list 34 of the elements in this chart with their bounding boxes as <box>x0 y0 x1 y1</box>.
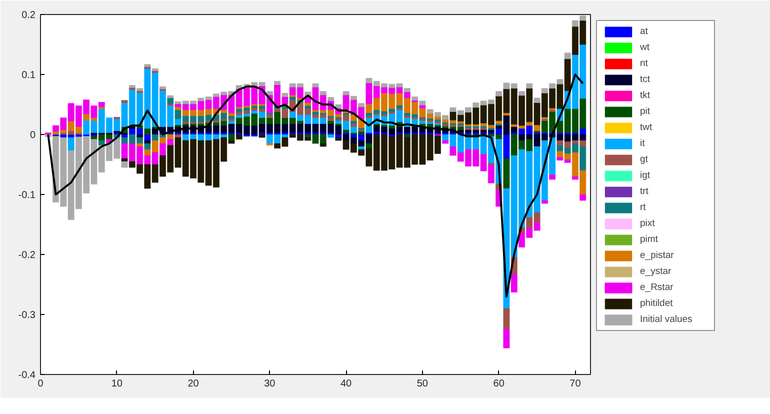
x-tick-label: 50 <box>416 378 428 390</box>
legend-label: pimt <box>640 233 659 246</box>
legend-label: igt <box>640 169 652 182</box>
legend-label: rt <box>640 201 647 214</box>
legend-label: e_ystar <box>640 265 672 278</box>
legend-label: at <box>640 25 649 38</box>
x-tick-label: 60 <box>493 378 505 390</box>
legend-label: tct <box>640 73 652 86</box>
y-tick-label: -0.1 <box>18 190 36 201</box>
y-tick-label: 0 <box>30 130 36 141</box>
legend-label: nt <box>640 57 649 70</box>
legend-label: pit <box>640 105 652 118</box>
legend-label: pixt <box>640 217 656 230</box>
legend-label: phitildet <box>640 297 674 310</box>
legend-label: trt <box>640 185 650 198</box>
x-tick-label: 40 <box>340 378 352 390</box>
x-tick-label: 30 <box>264 378 276 390</box>
legend-label: e_pistar <box>640 249 675 262</box>
legend-label: wt <box>640 41 650 54</box>
legend-label: e_Rstar <box>640 281 674 294</box>
legend-label: gt <box>640 153 649 166</box>
legend-label: Initial values <box>640 313 694 326</box>
y-tick-label: 0.2 <box>22 10 36 21</box>
legend-label: twt <box>640 121 654 134</box>
legend-label: it <box>640 137 646 150</box>
x-tick-label: 10 <box>111 378 123 390</box>
x-tick-label: 70 <box>570 378 582 390</box>
x-tick-label: 0 <box>38 378 44 390</box>
y-tick-label: -0.2 <box>18 250 36 261</box>
y-tick-label: -0.4 <box>18 370 36 381</box>
legend-label: tkt <box>640 89 652 102</box>
x-tick-label: 20 <box>188 378 200 390</box>
y-tick-label: 0.1 <box>22 70 36 81</box>
y-tick-label: -0.3 <box>18 310 36 321</box>
